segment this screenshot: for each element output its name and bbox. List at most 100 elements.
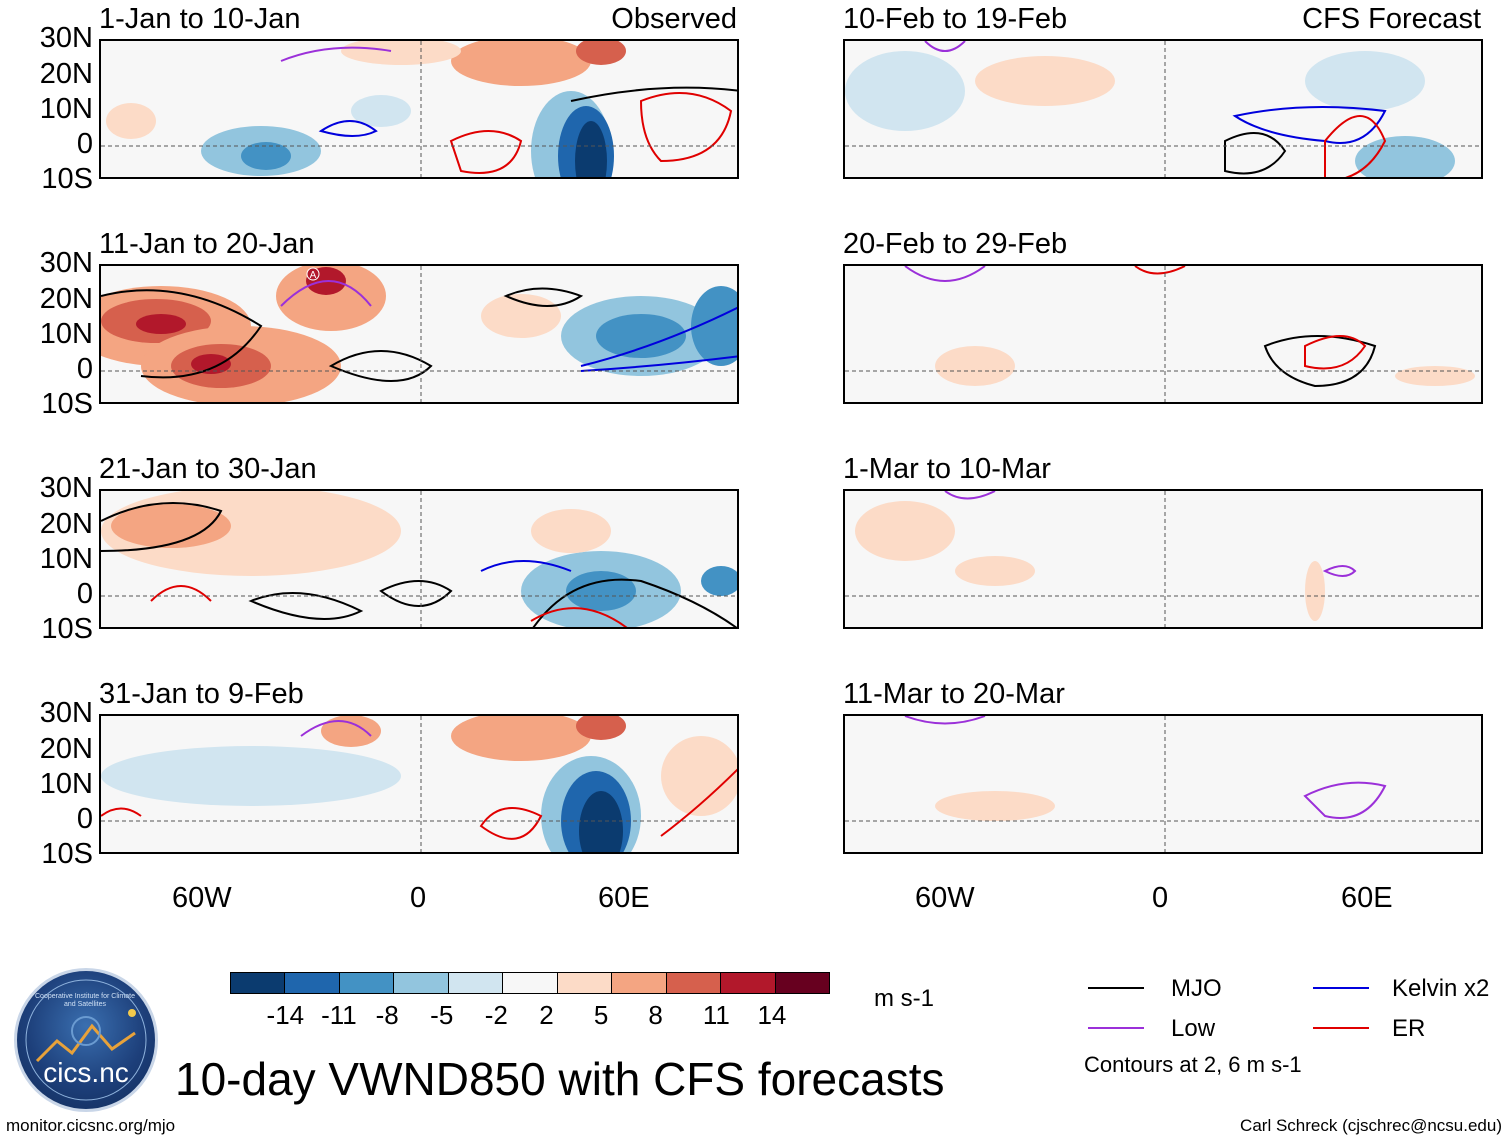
colorbar-swatch <box>285 973 340 993</box>
map-frame <box>843 714 1483 854</box>
lat-label: 20N <box>39 508 93 540</box>
legend-line-low <box>1088 1027 1144 1029</box>
lat-label: 10S <box>41 613 93 645</box>
map-frame <box>99 489 739 629</box>
lat-axis-panel-3: 30N 20N 10N 0 10S <box>7 472 93 644</box>
colorbar-swatch <box>339 973 395 993</box>
contour-note: Contours at 2, 6 m s-1 <box>1084 1052 1302 1077</box>
map-frame <box>843 39 1483 179</box>
colorbar-tick-label: 5 <box>593 1000 609 1030</box>
colorbar-swatch <box>775 973 829 993</box>
lat-label: 20N <box>39 733 93 765</box>
colorbar-tick-label: 2 <box>539 1000 554 1030</box>
legend-line-er <box>1313 1027 1369 1029</box>
colorbar-tick-label: 8 <box>648 1000 663 1030</box>
legend-line-mjo <box>1088 987 1144 989</box>
lon-label-left: 60E <box>598 882 650 914</box>
map-marker-label: A <box>310 270 317 281</box>
lat-label: 30N <box>39 247 93 279</box>
colorbar-swatch <box>557 973 613 993</box>
lat-label: 0 <box>76 803 93 835</box>
left-panel-3: 21-Jan to 30-Jan <box>99 453 739 629</box>
main-title: 10-day VWND850 with CFS forecasts <box>175 1053 945 1105</box>
footer-credit: Carl Schreck (cjschrec@ncsu.edu) <box>1240 1116 1502 1135</box>
left-panel-1: 1-Jan to 10-Jan Observed <box>99 3 739 179</box>
map-field: A <box>101 266 737 402</box>
footer-url[interactable]: monitor.cicsnc.org/mjo <box>6 1116 176 1135</box>
colorbar-tick-label: -14 <box>266 1000 305 1030</box>
lon-label-right: 60E <box>1341 882 1393 914</box>
lat-label: 0 <box>76 578 93 610</box>
colorbar-swatch <box>448 973 504 993</box>
panel-title: 10-Feb to 19-Feb <box>843 3 1068 35</box>
colorbar-tick-label: -5 <box>430 1000 454 1030</box>
colorbar <box>230 972 830 994</box>
lon-label-left: 60W <box>172 882 232 914</box>
right-panel-3: 1-Mar to 10-Mar <box>843 453 1483 629</box>
lat-label: 0 <box>76 353 93 385</box>
panel-title: 11-Jan to 20-Jan <box>99 228 315 260</box>
panel-source: Observed <box>611 3 737 35</box>
lat-label: 0 <box>76 128 93 160</box>
map-field <box>101 491 737 627</box>
colorbar-swatch <box>394 973 449 993</box>
logo-ring-text: Cooperative Institute for Climate and Sa… <box>35 993 135 1008</box>
colorbar-tick-label: 11 <box>702 1000 730 1030</box>
colorbar-tick-label: 14 <box>757 1000 787 1030</box>
colorbar-tick-label: -8 <box>375 1000 399 1030</box>
legend-label-low: Low <box>1171 1015 1216 1042</box>
legend-label-mjo: MJO <box>1171 975 1222 1002</box>
legend-label-er: ER <box>1392 1015 1426 1042</box>
panel-title: 20-Feb to 29-Feb <box>843 228 1068 260</box>
colorbar-tick-label: -2 <box>484 1000 508 1030</box>
colorbar-swatch <box>666 973 722 993</box>
lat-axis-panel-1: 30N 20N 10N 0 10S <box>7 22 93 194</box>
lat-label: 30N <box>39 472 93 504</box>
map-frame: A <box>99 264 739 404</box>
cics-logo: Cooperative Institute for Climate and Sa… <box>14 968 158 1112</box>
right-panel-4: 11-Mar to 20-Mar <box>843 678 1483 854</box>
map-frame <box>99 39 739 179</box>
panel-title: 21-Jan to 30-Jan <box>99 453 317 485</box>
map-field <box>845 716 1481 852</box>
lat-label: 20N <box>39 283 93 315</box>
panel-title: 11-Mar to 20-Mar <box>843 678 1065 710</box>
panel-source: CFS Forecast <box>1302 3 1481 35</box>
map-field <box>101 716 737 852</box>
panel-title: 1-Jan to 10-Jan <box>99 3 301 35</box>
lat-label: 10N <box>39 318 93 350</box>
panel-title: 1-Mar to 10-Mar <box>843 453 1051 485</box>
panel-title: 31-Jan to 9-Feb <box>99 678 304 710</box>
lat-label: 10N <box>39 768 93 800</box>
lat-label: 30N <box>39 697 93 729</box>
logo-ring-graphic <box>25 979 147 1101</box>
lon-label-right: 60W <box>915 882 975 914</box>
lat-label: 10N <box>39 93 93 125</box>
lat-label: 10N <box>39 543 93 575</box>
right-panel-1: 10-Feb to 19-Feb CFS Forecast <box>843 3 1483 179</box>
lat-axis-panel-2: 30N 20N 10N 0 10S <box>7 247 93 419</box>
map-field <box>845 41 1481 177</box>
colorbar-tick-label: -11 <box>321 1000 357 1030</box>
colorbar-swatch <box>612 973 667 993</box>
colorbar-swatch <box>503 973 558 993</box>
lon-label-right: 0 <box>1152 882 1169 914</box>
lat-label: 10S <box>41 163 93 195</box>
legend-label-kelvin: Kelvin x2 <box>1392 975 1490 1002</box>
map-field <box>101 41 737 177</box>
lat-axis-panel-4: 30N 20N 10N 0 10S <box>7 697 93 869</box>
left-panel-4: 31-Jan to 9-Feb <box>99 678 739 854</box>
map-frame <box>843 264 1483 404</box>
lon-label-left: 0 <box>410 882 427 914</box>
map-field <box>845 266 1481 402</box>
legend-line-kelvin <box>1313 987 1369 989</box>
colorbar-units: m s-1 <box>874 985 934 1012</box>
colorbar-swatch <box>721 973 776 993</box>
right-panel-2: 20-Feb to 29-Feb <box>843 228 1483 404</box>
map-field <box>845 491 1481 627</box>
lat-label: 30N <box>39 22 93 54</box>
lat-label: 10S <box>41 388 93 420</box>
logo-text: cics.nc <box>43 1057 129 1088</box>
colorbar-swatch <box>231 973 286 993</box>
map-frame <box>843 489 1483 629</box>
